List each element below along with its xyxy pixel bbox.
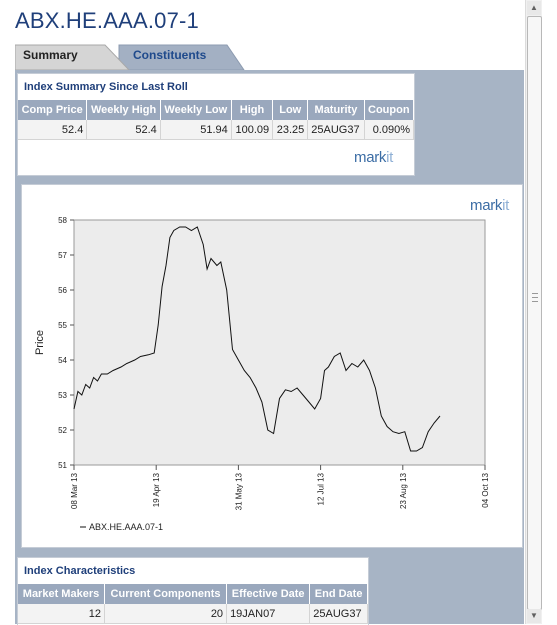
index-characteristics-box: Index Characteristics Market Makers Curr… [17,557,369,625]
vertical-scrollbar[interactable]: ▲ ▼ [525,0,542,624]
col-maturity: Maturity [307,100,365,120]
thumb-grip-icon [532,293,538,302]
scroll-up-arrow-icon[interactable]: ▲ [527,1,541,15]
page-title: ABX.HE.AAA.07-1 [15,8,199,33]
index-summary-table: Comp Price Weekly High Weekly Low High L… [18,100,415,140]
x-tick-label: 19 Apr 13 [152,472,161,507]
markit-logo: markit [354,149,393,166]
tab-shapes [15,44,245,70]
y-tick-label: 52 [58,426,67,435]
col-effective-date: Effective Date [226,584,311,604]
scroll-down-arrow-icon[interactable]: ▼ [527,609,541,623]
x-tick-label: 23 Aug 13 [399,472,408,509]
series-line [73,226,441,452]
y-tick-label: 53 [58,391,67,400]
y-tick-label: 54 [58,356,67,365]
tab-summary-shape [15,44,130,70]
col-comp-price: Comp Price [18,100,88,120]
window-edge [542,0,557,624]
cell-comp-price: 52.4 [18,120,88,140]
cell-maturity: 25AUG37 [307,120,365,140]
x-tick-label: 08 Mar 13 [70,472,79,509]
index-characteristics-title: Index Characteristics [24,565,136,577]
chart-markit-logo: markit [470,197,509,214]
y-tick-label: 51 [58,461,67,470]
col-low: Low [272,100,309,120]
col-weekly-high: Weekly High [86,100,161,120]
tab-constituents[interactable]: Constituents [133,48,207,62]
cell-weekly-low: 51.94 [160,120,232,140]
col-market-makers: Market Makers [18,584,106,604]
col-high: High [231,100,274,120]
y-tick-label: 58 [58,216,67,225]
table-header-row: Comp Price Weekly High Weekly Low High L… [18,100,415,120]
tab-strip: Summary Constituents [15,44,525,70]
cell-current-components: 20 [104,604,228,624]
cell-end-date: 25AUG37 [309,604,368,624]
index-summary-title: Index Summary Since Last Roll [24,81,188,93]
cell-low: 23.25 [272,120,309,140]
index-characteristics-table: Market Makers Current Components Effecti… [18,584,368,624]
logo-text-a: mark [354,149,387,166]
cell-market-makers: 12 [18,604,106,624]
col-end-date: End Date [309,584,368,604]
cell-weekly-high: 52.4 [86,120,161,140]
y-axis-label: Price [34,330,46,355]
x-tick-label: 04 Oct 13 [481,472,490,507]
cell-high: 100.09 [231,120,274,140]
plot-area [73,219,486,466]
logo-text-b: it [386,149,394,166]
y-tick-label: 57 [58,251,67,260]
col-current-components: Current Components [104,584,228,604]
y-tick-label: 55 [58,321,67,330]
table-row: 52.4 52.4 51.94 100.09 23.25 25AUG37 0.0… [18,120,415,140]
index-summary-box: Index Summary Since Last Roll Comp Price… [17,73,415,176]
col-weekly-low: Weekly Low [160,100,232,120]
y-tick-label: 56 [58,286,67,295]
chart-logo-text-b: it [502,197,510,214]
col-coupon: Coupon [364,100,415,120]
legend-label: ABX.HE.AAA.07-1 [89,522,163,532]
x-tick-label: 31 May 13 [234,472,243,510]
cell-effective-date: 19JAN07 [226,604,311,624]
tab-summary[interactable]: Summary [23,48,78,62]
price-chart-box: markit 51 52 53 54 55 56 57 58 08 Mar 13 19 Apr 1… [21,184,523,548]
chart-logo-text-a: mark [470,197,503,214]
price-chart: 51 52 53 54 55 56 57 58 08 Mar 13 19 Apr 13 31 May… [34,216,490,532]
cell-coupon: 0.090% [364,120,415,140]
scroll-thumb[interactable] [527,16,542,610]
x-tick-label: 12 Jul 13 [317,472,326,505]
table-row: 12 20 19JAN07 25AUG37 [18,604,368,624]
table-header-row: Market Makers Current Components Effecti… [18,584,368,604]
